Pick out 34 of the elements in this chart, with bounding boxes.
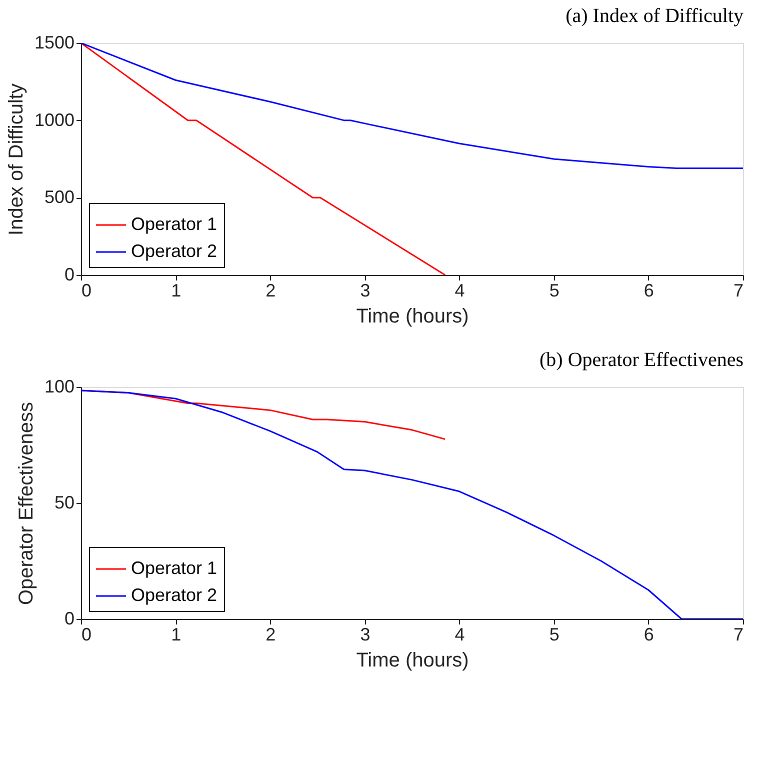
x-tick-label: 7 xyxy=(733,624,744,644)
y-tick-label: 100 xyxy=(44,376,74,396)
x-tick-label: 4 xyxy=(454,624,465,644)
x-tick-label: 1 xyxy=(171,280,182,300)
x-tick-label: 7 xyxy=(733,280,744,300)
legend-label: Operator 1 xyxy=(131,558,218,578)
x-tick-label: 2 xyxy=(266,280,276,300)
legend-label: Operator 2 xyxy=(131,241,218,261)
y-tick-label: 500 xyxy=(44,187,74,208)
x-tick-label: 0 xyxy=(82,624,92,644)
y-tick-label: 0 xyxy=(64,608,74,628)
x-tick-label: 6 xyxy=(644,624,654,644)
y-tick-label: 0 xyxy=(64,264,74,284)
x-tick-label: 0 xyxy=(82,280,92,300)
x-tick-label: 1 xyxy=(171,624,182,644)
x-axis-title: Time (hours) xyxy=(356,306,469,328)
x-axis-title: Time (hours) xyxy=(356,650,469,672)
legend-label: Operator 1 xyxy=(131,214,218,234)
x-tick-label: 6 xyxy=(644,280,654,300)
x-tick-label: 5 xyxy=(549,624,560,644)
legend-label: Operator 2 xyxy=(131,585,218,605)
x-tick-label: 3 xyxy=(360,280,370,300)
y-tick-label: 1500 xyxy=(34,32,74,52)
x-tick-label: 3 xyxy=(360,624,370,644)
y-tick-label: 50 xyxy=(54,492,74,512)
x-tick-label: 5 xyxy=(549,280,560,300)
line-series xyxy=(81,43,743,170)
x-tick-label: 2 xyxy=(266,624,276,644)
y-tick-label: 1000 xyxy=(34,110,74,130)
chart-title: (a) Index of Difficulty xyxy=(566,5,744,27)
y-axis-title: Index of Difficulty xyxy=(5,84,28,236)
y-axis-title: Operator Effectiveness xyxy=(15,402,38,606)
x-tick-label: 4 xyxy=(454,280,465,300)
chart-title: (b) Operator Effectivenes xyxy=(540,349,744,371)
